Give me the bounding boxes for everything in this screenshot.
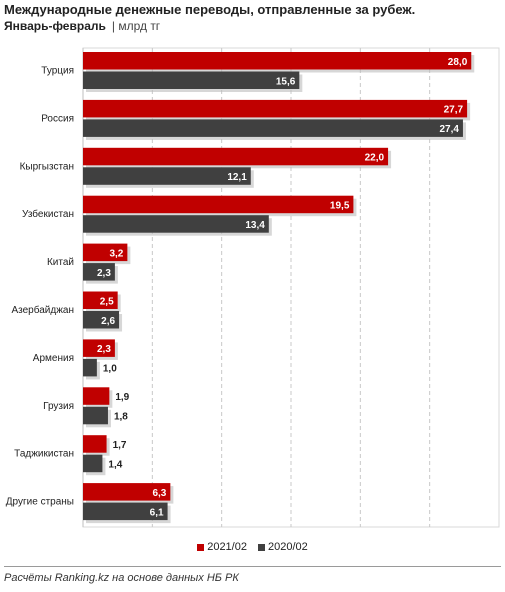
category-label: Турция [41, 66, 74, 77]
category-label: Армения [33, 353, 74, 364]
chart-title: Международные денежные переводы, отправл… [4, 2, 416, 17]
category-label: Азербайджан [11, 304, 74, 316]
data-label: 2,5 [100, 296, 114, 307]
category-label: Другие страны [6, 497, 74, 508]
legend-item-2021: 2021/02 [197, 541, 247, 553]
bar-2021 [83, 435, 107, 453]
data-label: 15,6 [276, 76, 296, 87]
bar-2021 [83, 99, 468, 118]
data-label: 1,9 [115, 392, 129, 403]
category-label: Таджикистан [14, 449, 74, 460]
category-label: Китай [47, 257, 74, 268]
category-label: Узбекистан [22, 208, 74, 220]
data-label: 22,0 [365, 153, 385, 164]
category-label: Грузия [43, 401, 74, 412]
bar-2020 [83, 167, 251, 185]
bar-2020 [83, 263, 115, 281]
data-label: 6,1 [150, 507, 164, 518]
legend-swatch-2021 [197, 543, 205, 551]
legend-label-2021: 2021/02 [207, 541, 247, 553]
legend-label-2020: 2020/02 [268, 541, 308, 553]
data-label: 3,2 [109, 248, 123, 259]
data-label: 28,0 [448, 57, 468, 68]
data-label: 1,0 [103, 364, 117, 375]
bar-chart: Турция 28,0 15,6 Россия 27,7 27,4 Кыргызстан 22… [6, 47, 500, 528]
bar-2020 [83, 502, 168, 521]
bar-2020 [83, 406, 108, 425]
bar-2021 [83, 291, 118, 309]
subtitle-unit: | млрд тг [111, 19, 161, 33]
bar-2021 [83, 52, 472, 70]
legend-item-2020: 2020/02 [258, 541, 308, 553]
source-note: Расчёты Ranking.kz на основе данных НБ Р… [4, 572, 239, 584]
bar-2021 [83, 195, 354, 214]
data-label: 2,3 [97, 344, 111, 355]
bar-2020 [83, 215, 269, 233]
legend-swatch-2020 [258, 543, 266, 551]
data-label: 19,5 [330, 200, 350, 211]
bar-2020 [83, 358, 97, 377]
bar-2021 [83, 243, 128, 262]
data-label: 1,8 [114, 412, 128, 423]
bar-2020 [83, 119, 463, 137]
footer-divider [4, 566, 501, 567]
category-label: Кыргызстан [20, 161, 74, 172]
chart-subtitle: Январь-февраль | млрд тг [4, 19, 160, 33]
bar-2021 [83, 147, 389, 166]
data-label: 1,7 [113, 440, 127, 451]
data-label: 2,6 [101, 316, 115, 327]
data-label: 12,1 [227, 172, 247, 183]
bar-2020 [83, 71, 300, 89]
bar-2020 [83, 311, 120, 329]
data-label: 6,3 [152, 488, 166, 499]
bar-2021 [83, 483, 171, 501]
data-label: 13,4 [245, 220, 265, 231]
data-label: 2,3 [97, 268, 111, 279]
data-label: 27,7 [444, 105, 464, 116]
bar-2020 [83, 454, 103, 473]
subtitle-period: Январь-февраль [4, 19, 106, 33]
category-label: Россия [41, 113, 74, 124]
bar-2021 [83, 339, 115, 357]
data-label: 1,4 [108, 459, 122, 470]
data-label: 27,4 [439, 124, 459, 135]
legend: 2021/02 2020/02 [0, 541, 505, 554]
bar-2021 [83, 387, 110, 405]
